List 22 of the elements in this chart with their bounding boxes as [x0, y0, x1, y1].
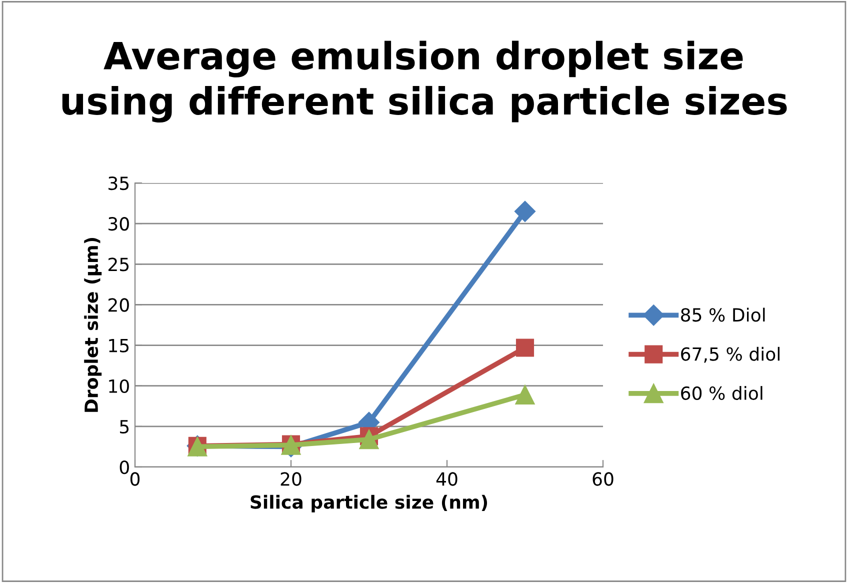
y-axis-title: Droplet size (µm)	[84, 238, 102, 412]
x-tick-label: 40	[436, 472, 458, 486]
point	[359, 430, 379, 450]
y-tick-label: 10	[109, 379, 129, 393]
x-tick-label: 60	[592, 472, 614, 486]
y-tick-label: 30	[108, 217, 129, 231]
y-tick-label: 5	[120, 420, 129, 434]
chart-title: Average emulsion droplet size using different silica particle sizes	[62, 40, 787, 123]
y-tick-label: 25	[108, 258, 129, 272]
legend-label: 60 % diol	[681, 386, 762, 400]
point	[515, 385, 535, 405]
legend-label: 67,5 % diol	[681, 346, 780, 363]
y-tick-label: 20	[108, 298, 129, 312]
x-tick-label: 20	[280, 472, 302, 486]
y-tick-label: 35	[108, 176, 129, 190]
y-tick-label: 15	[109, 338, 129, 352]
point	[514, 200, 536, 222]
legend-label: 85 % Diol	[681, 308, 765, 322]
point	[516, 338, 534, 357]
x-tick-label: 0	[130, 472, 140, 486]
y-tick-label: 0	[120, 460, 129, 474]
x-axis-title: Silica particle size (nm)	[250, 494, 488, 512]
